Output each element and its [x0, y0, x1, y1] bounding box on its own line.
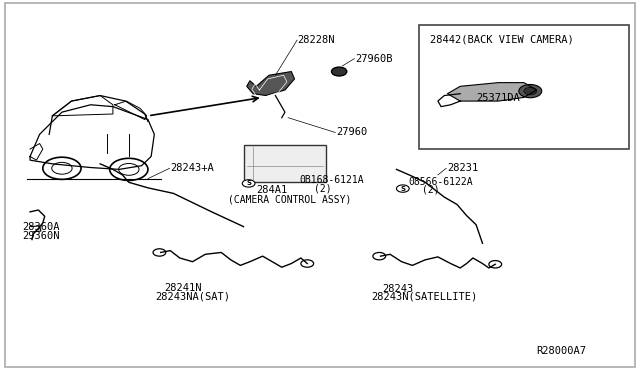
Circle shape: [243, 180, 255, 187]
Circle shape: [489, 260, 502, 268]
Text: (2): (2): [422, 185, 440, 195]
FancyBboxPatch shape: [419, 25, 629, 149]
FancyBboxPatch shape: [4, 3, 636, 367]
Text: 28243NA(SAT): 28243NA(SAT): [156, 291, 230, 301]
Polygon shape: [447, 83, 537, 101]
Text: 28243+A: 28243+A: [170, 163, 214, 173]
Text: 28241N: 28241N: [164, 283, 202, 292]
Text: 28231: 28231: [447, 163, 479, 173]
Text: 27960B: 27960B: [355, 54, 392, 64]
Circle shape: [332, 67, 347, 76]
Text: (2): (2): [314, 184, 332, 193]
Circle shape: [301, 260, 314, 267]
FancyBboxPatch shape: [244, 145, 326, 182]
Circle shape: [524, 87, 537, 95]
Circle shape: [373, 253, 386, 260]
Text: 28360A: 28360A: [22, 222, 60, 232]
Text: R28000A7: R28000A7: [537, 346, 587, 356]
Text: 28243: 28243: [383, 283, 413, 294]
Text: 28442(BACK VIEW CAMERA): 28442(BACK VIEW CAMERA): [429, 34, 573, 44]
Text: 0B168-6121A: 0B168-6121A: [300, 176, 364, 186]
Text: (CAMERA CONTROL ASSY): (CAMERA CONTROL ASSY): [228, 195, 351, 205]
Text: S: S: [401, 186, 405, 192]
Circle shape: [519, 84, 541, 98]
Text: 08566-6122A: 08566-6122A: [408, 177, 472, 187]
Polygon shape: [246, 71, 294, 96]
Text: 27960: 27960: [336, 128, 367, 138]
Text: 29360N: 29360N: [22, 231, 60, 241]
Text: 28228N: 28228N: [298, 35, 335, 45]
Text: 284A1: 284A1: [256, 185, 287, 195]
Circle shape: [153, 249, 166, 256]
Text: S: S: [246, 180, 251, 186]
Circle shape: [396, 185, 409, 192]
Text: 28243N(SATELLITE): 28243N(SATELLITE): [371, 292, 477, 302]
Text: 25371DA: 25371DA: [476, 93, 520, 103]
